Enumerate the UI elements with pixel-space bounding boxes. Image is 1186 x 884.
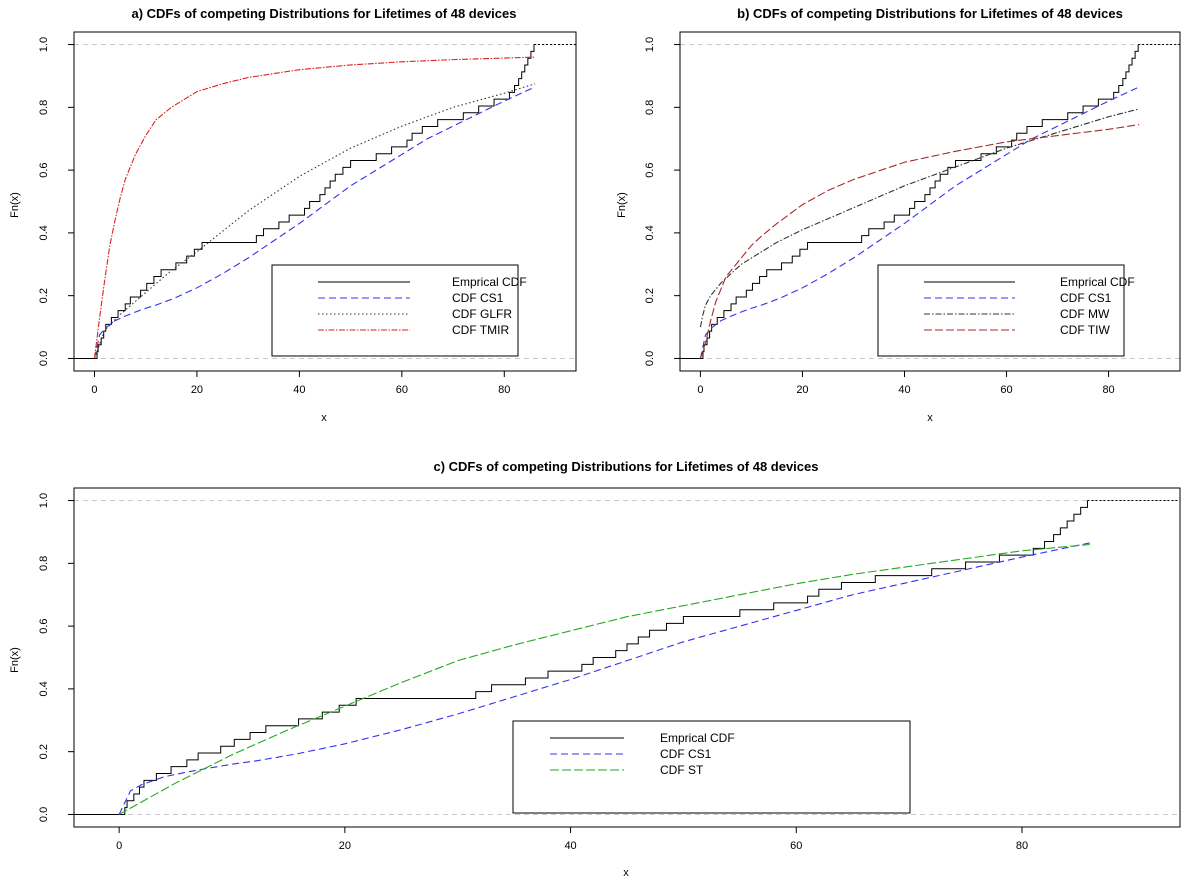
panel-c-legend-label: Emprical CDF (660, 731, 735, 745)
panel-b-legend-label: Emprical CDF (1060, 275, 1135, 289)
panel-a-legend-box (271, 264, 519, 357)
panel-b-x-tick-label: 40 (898, 384, 910, 396)
panel-a-x-tick-label: 60 (396, 384, 408, 396)
panel-b-y-tick-label: 0.0 (644, 351, 656, 366)
panel-a-y-tick-label: 1.0 (38, 37, 50, 52)
panel-c-y-tick-label: 0.0 (38, 807, 50, 822)
panel-b-x-tick-label: 80 (1102, 384, 1114, 396)
panel-b-y-tick-label: 0.4 (644, 225, 656, 240)
panel-a-xlabel: x (321, 412, 327, 424)
panel-a-x-tick-label: 20 (191, 384, 203, 396)
panel-a-legend-label: CDF TMIR (452, 323, 509, 337)
panel-a-legend-label: Emprical CDF (452, 275, 527, 289)
panel-b-legend-label: CDF TIW (1060, 323, 1110, 337)
panel-b: b) CDFs of competing Distributions for L… (616, 6, 1181, 424)
panel-a-legend-label: CDF CS1 (452, 291, 504, 305)
panel-c-x-tick-label: 40 (564, 840, 576, 852)
panel-c: c) CDFs of competing Distributions for L… (9, 459, 1181, 879)
panel-b-y-tick-label: 0.8 (644, 100, 656, 115)
panel-b-y-tick-label: 0.6 (644, 162, 656, 177)
panel-a-ylabel: Fn(x) (9, 192, 21, 218)
panel-b-series-emprical-cdf (680, 44, 1139, 359)
panel-a-x-tick-label: 0 (91, 384, 97, 396)
panel-c-x-tick-label: 80 (1016, 840, 1028, 852)
panel-c-series-emprical-cdf (74, 500, 1088, 815)
panel-c-xlabel: x (623, 867, 629, 879)
panel-c-y-tick-label: 0.4 (38, 681, 50, 696)
panel-a-y-tick-label: 0.4 (38, 225, 50, 240)
panel-a-series-cdf-cs1 (93, 86, 536, 359)
panel-c-plot-frame (73, 487, 1181, 828)
panel-b-x-tick-label: 20 (796, 384, 808, 396)
panel-a-plot-frame (73, 31, 577, 372)
panel-c-x-tick-label: 60 (790, 840, 802, 852)
panel-c-legend-label: CDF ST (660, 763, 704, 777)
panel-c-x-tick-label: 0 (116, 840, 122, 852)
panel-b-legend-label: CDF CS1 (1060, 291, 1112, 305)
panel-b-ylabel: Fn(x) (616, 192, 628, 218)
panel-c-ylabel: Fn(x) (9, 647, 21, 673)
panel-c-y-tick-label: 0.8 (38, 556, 50, 571)
panel-b-x-tick-label: 60 (1000, 384, 1012, 396)
panel-a-series-emprical-cdf (74, 44, 535, 359)
panel-a-series-cdf-glfr (93, 83, 536, 359)
panel-c-y-tick-label: 0.6 (38, 618, 50, 633)
panel-a-title: a) CDFs of competing Distributions for L… (131, 6, 516, 21)
panel-a-series-cdf-tmir (93, 56, 536, 359)
panel-b-xlabel: x (927, 412, 933, 424)
panel-b-legend-box (877, 264, 1125, 357)
panel-c-x-tick-label: 20 (339, 840, 351, 852)
panel-a-y-tick-label: 0.0 (38, 351, 50, 366)
panel-b-title: b) CDFs of competing Distributions for L… (737, 6, 1123, 21)
panel-a-x-tick-label: 40 (293, 384, 305, 396)
panel-a-y-tick-label: 0.2 (38, 288, 50, 303)
panel-c-series-cdf-st (118, 543, 1090, 815)
panel-c-y-tick-label: 1.0 (38, 493, 50, 508)
panel-c-legend-label: CDF CS1 (660, 747, 712, 761)
panel-a-y-tick-label: 0.6 (38, 162, 50, 177)
panel-c-title: c) CDFs of competing Distributions for L… (433, 459, 818, 474)
panel-b-series-cdf-mw (699, 108, 1140, 328)
panel-c-series-cdf-cs1 (118, 542, 1090, 815)
panel-a-x-tick-label: 80 (498, 384, 510, 396)
panel-a-y-tick-label: 0.8 (38, 100, 50, 115)
panel-b-x-tick-label: 0 (697, 384, 703, 396)
panel-b-series-cdf-tiw (699, 124, 1140, 359)
panel-b-y-tick-label: 1.0 (644, 37, 656, 52)
panel-c-y-tick-label: 0.2 (38, 744, 50, 759)
panel-a: a) CDFs of competing Distributions for L… (9, 6, 577, 424)
panel-c-legend-box (512, 720, 911, 814)
panel-a-legend-label: CDF GLFR (452, 307, 512, 321)
panel-b-plot-frame (679, 31, 1181, 372)
panel-b-legend-label: CDF MW (1060, 307, 1110, 321)
panel-b-y-tick-label: 0.2 (644, 288, 656, 303)
